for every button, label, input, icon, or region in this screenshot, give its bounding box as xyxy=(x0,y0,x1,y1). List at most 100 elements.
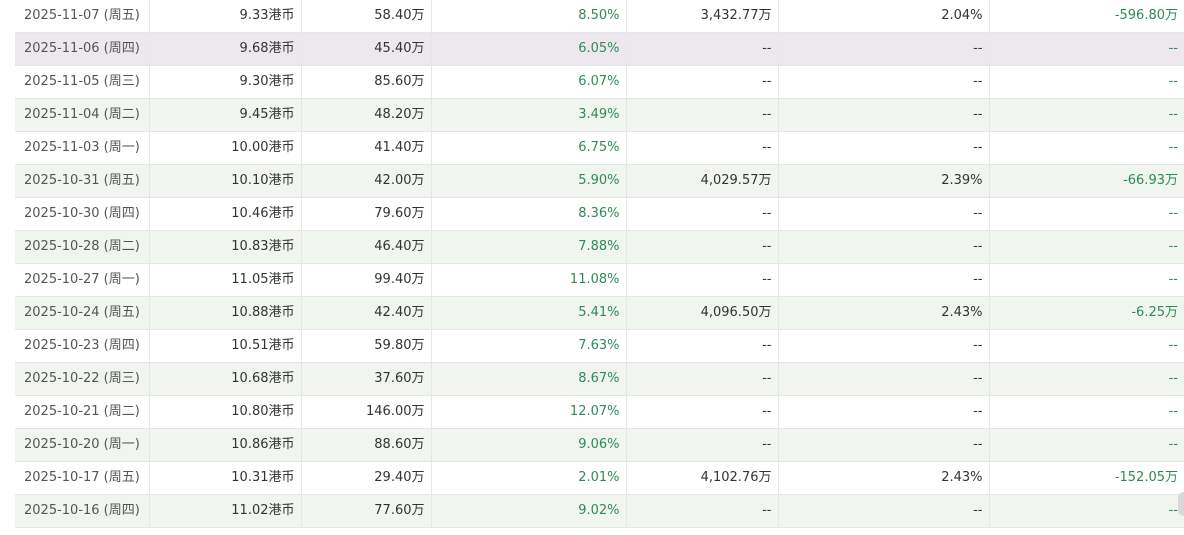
cell-volume: 146.00万 xyxy=(301,395,432,429)
cell-price: 10.88港币 xyxy=(149,296,302,330)
cell-total: 4,096.50万 xyxy=(626,296,779,330)
cell-price: 10.83港币 xyxy=(149,230,302,264)
cell-volume: 46.40万 xyxy=(301,230,432,264)
cell-total: -- xyxy=(626,197,779,231)
cell-percent: -- xyxy=(778,395,990,429)
cell-change: -- xyxy=(989,395,1184,429)
cell-ratio: 5.41% xyxy=(431,296,627,330)
table-row: 2025-10-24 (周五) 10.88港币 42.40万 5.41% 4,096.5… xyxy=(15,296,1184,330)
cell-date: 2025-10-24 (周五) xyxy=(15,296,150,330)
data-table-container: 2025-11-07 (周五) 9.33港币 58.40万 8.50% 3,432.77… xyxy=(15,0,1184,535)
cell-price: 10.31港币 xyxy=(149,461,302,495)
cell-ratio: 11.08% xyxy=(431,263,627,297)
cell-change: -- xyxy=(989,32,1184,66)
cell-change: -- xyxy=(989,329,1184,363)
cell-volume: 42.00万 xyxy=(301,164,432,198)
cell-date: 2025-10-21 (周二) xyxy=(15,395,150,429)
cell-ratio: 12.07% xyxy=(431,395,627,429)
cell-change: -- xyxy=(989,230,1184,264)
table-row: 2025-10-31 (周五) 10.10港币 42.00万 5.90% 4,029.5… xyxy=(15,164,1184,198)
cell-percent: -- xyxy=(778,494,990,528)
cell-date: 2025-10-30 (周四) xyxy=(15,197,150,231)
cell-ratio: 6.05% xyxy=(431,32,627,66)
cell-volume: 48.20万 xyxy=(301,98,432,132)
cell-total: -- xyxy=(626,494,779,528)
table-row: 2025-11-05 (周三) 9.30港币 85.60万 6.07% -- -- -- xyxy=(15,65,1184,99)
cell-date: 2025-10-31 (周五) xyxy=(15,164,150,198)
cell-price: 11.02港币 xyxy=(149,494,302,528)
cell-percent: -- xyxy=(778,329,990,363)
cell-percent: 2.04% xyxy=(778,0,990,33)
cell-ratio: 7.63% xyxy=(431,329,627,363)
cell-price: 11.05港币 xyxy=(149,263,302,297)
table-row: 2025-11-04 (周二) 9.45港币 48.20万 3.49% -- -- -- xyxy=(15,98,1184,132)
cell-date: 2025-11-05 (周三) xyxy=(15,65,150,99)
cell-change: -- xyxy=(989,65,1184,99)
cell-ratio: 9.02% xyxy=(431,494,627,528)
table-row: 2025-10-27 (周一) 11.05港币 99.40万 11.08% -- -- -- xyxy=(15,263,1184,297)
cell-total: -- xyxy=(626,32,779,66)
cell-date: 2025-10-17 (周五) xyxy=(15,461,150,495)
cell-volume: 77.60万 xyxy=(301,494,432,528)
cell-volume: 58.40万 xyxy=(301,0,432,33)
cell-total: -- xyxy=(626,362,779,396)
cell-ratio: 6.07% xyxy=(431,65,627,99)
cell-volume: 41.40万 xyxy=(301,131,432,165)
table-row: 2025-10-21 (周二) 10.80港币 146.00万 12.07% -- -- -… xyxy=(15,395,1184,429)
cell-price: 10.10港币 xyxy=(149,164,302,198)
cell-price: 9.30港币 xyxy=(149,65,302,99)
cell-change: -6.25万 xyxy=(989,296,1184,330)
data-table: 2025-11-07 (周五) 9.33港币 58.40万 8.50% 3,432.77… xyxy=(15,0,1184,528)
table-row: 2025-10-28 (周二) 10.83港币 46.40万 7.88% -- -- -- xyxy=(15,230,1184,264)
cell-date: 2025-10-27 (周一) xyxy=(15,263,150,297)
cell-price: 10.86港币 xyxy=(149,428,302,462)
cell-total: -- xyxy=(626,428,779,462)
cell-total: -- xyxy=(626,329,779,363)
cell-total: 3,432.77万 xyxy=(626,0,779,33)
cell-percent: 2.39% xyxy=(778,164,990,198)
cell-change: -- xyxy=(989,362,1184,396)
cell-change: -596.80万 xyxy=(989,0,1184,33)
cell-percent: -- xyxy=(778,65,990,99)
table-body: 2025-11-07 (周五) 9.33港币 58.40万 8.50% 3,432.77… xyxy=(15,0,1184,528)
cell-volume: 37.60万 xyxy=(301,362,432,396)
cell-ratio: 8.36% xyxy=(431,197,627,231)
scrollbar-thumb[interactable] xyxy=(1178,492,1184,516)
cell-date: 2025-11-06 (周四) xyxy=(15,32,150,66)
cell-percent: -- xyxy=(778,131,990,165)
cell-date: 2025-11-07 (周五) xyxy=(15,0,150,33)
cell-price: 9.68港币 xyxy=(149,32,302,66)
cell-total: -- xyxy=(626,65,779,99)
table-row: 2025-11-03 (周一) 10.00港币 41.40万 6.75% -- -- -- xyxy=(15,131,1184,165)
cell-volume: 29.40万 xyxy=(301,461,432,495)
cell-ratio: 8.67% xyxy=(431,362,627,396)
cell-volume: 99.40万 xyxy=(301,263,432,297)
table-row: 2025-10-17 (周五) 10.31港币 29.40万 2.01% 4,102.7… xyxy=(15,461,1184,495)
cell-ratio: 9.06% xyxy=(431,428,627,462)
cell-volume: 85.60万 xyxy=(301,65,432,99)
cell-percent: -- xyxy=(778,263,990,297)
cell-change: -66.93万 xyxy=(989,164,1184,198)
cell-ratio: 5.90% xyxy=(431,164,627,198)
cell-percent: -- xyxy=(778,197,990,231)
cell-total: -- xyxy=(626,131,779,165)
cell-percent: 2.43% xyxy=(778,296,990,330)
cell-volume: 42.40万 xyxy=(301,296,432,330)
cell-ratio: 7.88% xyxy=(431,230,627,264)
cell-ratio: 3.49% xyxy=(431,98,627,132)
cell-date: 2025-10-22 (周三) xyxy=(15,362,150,396)
cell-volume: 59.80万 xyxy=(301,329,432,363)
cell-total: -- xyxy=(626,395,779,429)
cell-price: 10.80港币 xyxy=(149,395,302,429)
cell-ratio: 2.01% xyxy=(431,461,627,495)
cell-change: -152.05万 xyxy=(989,461,1184,495)
cell-date: 2025-10-16 (周四) xyxy=(15,494,150,528)
cell-date: 2025-11-03 (周一) xyxy=(15,131,150,165)
cell-volume: 45.40万 xyxy=(301,32,432,66)
cell-date: 2025-10-28 (周二) xyxy=(15,230,150,264)
cell-change: -- xyxy=(989,98,1184,132)
cell-change: -- xyxy=(989,197,1184,231)
cell-percent: -- xyxy=(778,32,990,66)
cell-change: -- xyxy=(989,263,1184,297)
table-row: 2025-10-22 (周三) 10.68港币 37.60万 8.67% -- -- -- xyxy=(15,362,1184,396)
